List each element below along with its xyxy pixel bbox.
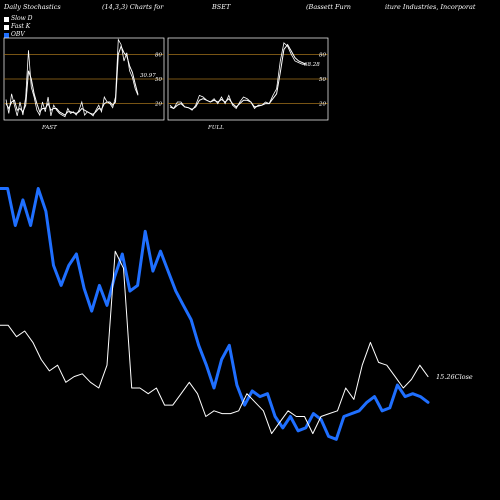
close-label: 15.26Close	[436, 373, 473, 381]
full-panel-label: FULL	[207, 125, 224, 131]
legend-swatch	[4, 32, 9, 38]
fast-panel: 80 50 20 FAST 30.97	[3, 37, 165, 131]
main-panel: 15.26Close	[0, 187, 473, 441]
main-series-close	[0, 250, 429, 435]
fast-series-slow-d	[5, 44, 139, 116]
legend-label: Slow D	[11, 15, 33, 22]
legend-item-slow-d: Slow D	[4, 15, 33, 23]
full-series-fast-k	[169, 42, 306, 111]
full-series-slow-d	[169, 43, 307, 110]
chart-title-company-1: (Bassett Furn	[306, 3, 351, 11]
legend-label: Fast K	[11, 23, 31, 30]
full-level-tick-20: 20	[318, 102, 326, 108]
legend: Slow D Fast K OBV	[4, 15, 33, 39]
chart-title-symbol: BSET	[212, 3, 231, 11]
legend-swatch	[4, 16, 9, 22]
full-level-tick-50: 50	[319, 77, 326, 83]
legend-item-obv: OBV	[4, 31, 33, 39]
fast-level-tick-50: 50	[155, 77, 162, 83]
full-level-tick-80: 80	[319, 52, 326, 58]
fast-value-label: 30.97	[140, 73, 156, 79]
full-panel: 80 50 20 FULL 68.28	[167, 37, 329, 131]
legend-label: OBV	[11, 31, 25, 38]
fast-level-tick-80: 80	[155, 52, 162, 58]
full-value-label: 68.28	[304, 62, 320, 68]
main-series-obv	[0, 187, 430, 441]
fast-level-tick-20: 20	[154, 102, 162, 108]
chart-title-part-1: Daily Stochastics	[4, 3, 61, 11]
chart-title-part-2: (14,3,3) Charts for	[102, 3, 164, 11]
fast-panel-label: FAST	[41, 125, 57, 131]
legend-item-fast-k: Fast K	[4, 23, 33, 31]
legend-swatch	[4, 24, 9, 30]
chart-title-company-2: iture Industries, Incorporat	[385, 3, 476, 11]
